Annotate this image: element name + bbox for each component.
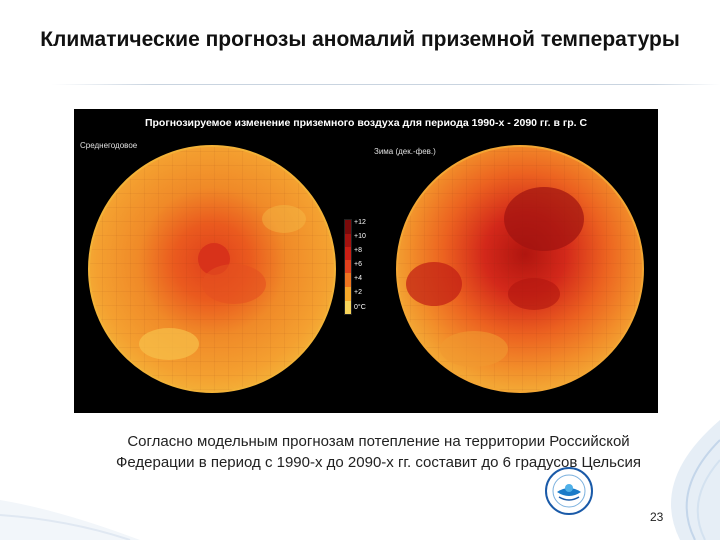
scale-segment bbox=[345, 234, 351, 247]
climate-figure: Прогнозируемое изменение приземного возд… bbox=[74, 109, 658, 413]
right-panel-label: Зима (дек.-фев.) bbox=[374, 147, 436, 156]
figure-title: Прогнозируемое изменение приземного возд… bbox=[144, 117, 588, 129]
caption-line: Согласно модельным прогнозам потепление … bbox=[127, 433, 630, 450]
caption-line: Федерации в период с 1990-х до 2090-х гг… bbox=[115, 454, 641, 471]
scale-segment bbox=[345, 287, 351, 301]
scale-label: +12 bbox=[354, 219, 366, 226]
scale-label: +4 bbox=[354, 275, 362, 282]
caption: Согласно модельным прогнозам потепление … bbox=[96, 431, 661, 473]
scale-segment bbox=[345, 273, 351, 287]
scale-segment bbox=[345, 220, 351, 234]
left-panel-label: Среднегодовое bbox=[80, 141, 138, 150]
slide-title: Климатические прогнозы аномалий приземно… bbox=[40, 28, 680, 51]
scale-label: +6 bbox=[354, 261, 362, 268]
scale-segment bbox=[345, 301, 351, 314]
color-scale bbox=[344, 219, 352, 315]
page-number: 23 bbox=[650, 510, 664, 524]
annual-mean-map bbox=[88, 145, 336, 393]
scale-label: +8 bbox=[354, 247, 362, 254]
scale-label: 0°C bbox=[354, 304, 366, 311]
title-divider bbox=[52, 84, 720, 85]
roshydromet-logo bbox=[545, 467, 593, 515]
winter-map bbox=[396, 145, 644, 393]
scale-segment bbox=[345, 260, 351, 273]
scale-label: +2 bbox=[354, 289, 362, 296]
left-decoration bbox=[0, 500, 140, 540]
polar-maps bbox=[88, 145, 644, 393]
scale-segment bbox=[345, 247, 351, 260]
corner-decoration bbox=[671, 420, 720, 540]
scale-label: +10 bbox=[354, 233, 366, 240]
